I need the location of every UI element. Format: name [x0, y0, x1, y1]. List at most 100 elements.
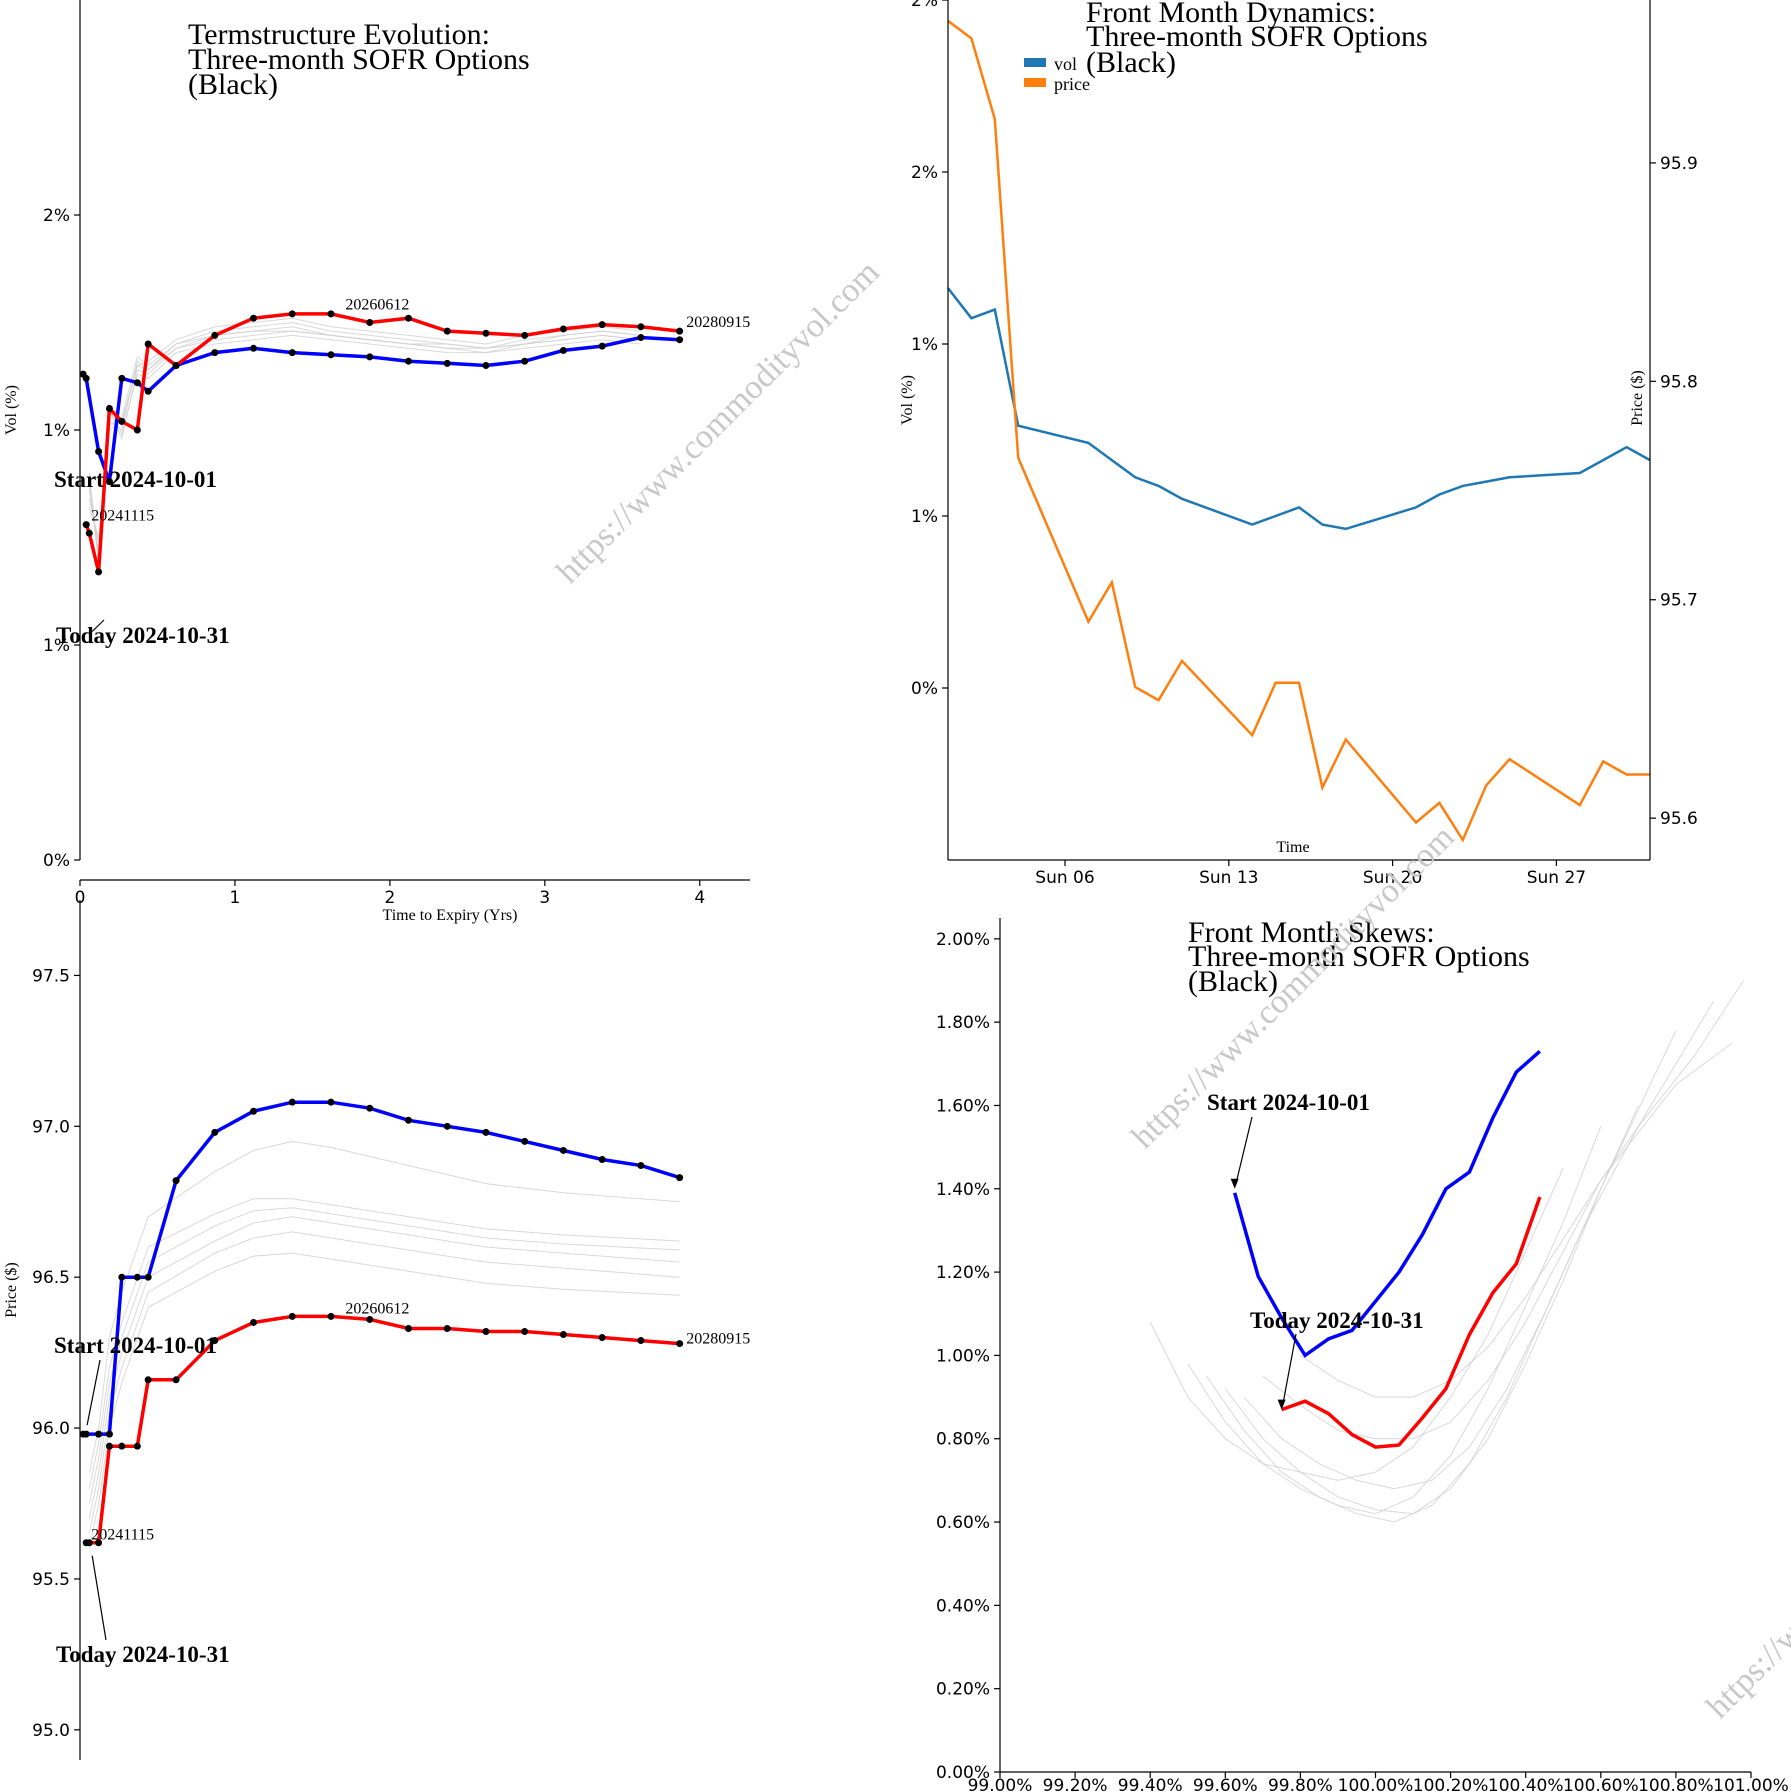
skew-title-line-1: Front Month Skews: — [1188, 916, 1435, 949]
skew-x-tick-label: 99.40% — [1118, 1776, 1183, 1792]
front-month-y-tick-label: 2% — [911, 163, 938, 183]
front-month-right-tick-label: 95.6 — [1660, 809, 1698, 829]
front-month-skews-chart: 0.00% 0.20% 0.40% 0.60% 0.80% 1.00% 1.20% 1.40%… — [936, 916, 1789, 1792]
term-price-point — [598, 1334, 606, 1342]
term-vol-point — [211, 331, 219, 339]
term-vol-point — [288, 349, 296, 357]
front-month-y-ticks-left: 0% 1% 1% 2% 2% — [911, 0, 948, 699]
skew-history-line-4 — [1243, 1001, 1714, 1490]
term-vol-point-label: 20260612 — [345, 297, 409, 314]
term-vol-point — [288, 310, 296, 318]
skew-y-tick-label: 2.00% — [936, 930, 990, 950]
term-price-point — [482, 1328, 490, 1336]
term-price-point — [598, 1156, 606, 1164]
term-price-point — [250, 1318, 258, 1326]
term-vol-point — [95, 568, 103, 576]
term-price-point-label: 20280915 — [686, 1331, 750, 1348]
term-vol-point — [443, 359, 451, 367]
term-vol-point — [676, 327, 684, 335]
term-price-point — [118, 1442, 126, 1450]
front-month-y-tick-label: 1% — [911, 335, 938, 355]
term-vol-history-line-3 — [88, 334, 641, 564]
term-vol-point — [482, 329, 490, 337]
term-vol-series — [79, 310, 684, 576]
term-price-y-tick-label: 95.5 — [32, 1570, 70, 1590]
term-vol-point — [482, 362, 490, 369]
skew-history-line-3 — [1224, 1030, 1677, 1515]
front-month-y-tick-label: 0% — [911, 679, 938, 699]
term-price-point — [443, 1122, 451, 1130]
skew-history-lines — [1149, 980, 1744, 1523]
term-price-point — [482, 1128, 490, 1136]
term-price-point — [82, 1430, 90, 1438]
term-vol-x-tick-label: 4 — [694, 888, 705, 908]
termstructure-price-chart: 95.0 95.5 96.0 96.5 97.0 97.5 Price ($) 20241… — [3, 900, 750, 1760]
term-vol-y-tick-label: 1% — [43, 636, 70, 656]
term-price-series — [79, 1098, 684, 1547]
term-vol-x-tick-label: 3 — [539, 888, 550, 908]
front-month-x-tick-label: Sun 13 — [1199, 868, 1258, 888]
skew-title-line-3: (Black) — [1188, 965, 1278, 998]
term-price-point — [676, 1340, 684, 1348]
term-vol-title-line-3: (Black) — [188, 68, 278, 101]
term-vol-y-tick-label: 1% — [43, 421, 70, 441]
term-price-point — [637, 1162, 645, 1170]
term-vol-point — [105, 405, 113, 412]
front-month-x-tick-label: Sun 06 — [1035, 868, 1094, 888]
skew-x-tick-label: 100.00% — [1338, 1776, 1414, 1792]
skew-start-arrowhead — [1230, 1178, 1239, 1189]
legend-price-label: price — [1054, 74, 1090, 94]
term-price-y-tick-label: 97.0 — [32, 1117, 70, 1137]
front-month-x-ticks: Sun 06 Sun 13 Sun 20 Sun 27 — [1035, 860, 1586, 888]
term-price-y-axis-label: Price ($) — [3, 1262, 20, 1318]
term-vol-point — [366, 353, 374, 361]
front-month-title-line-1: Front Month Dynamics: — [1086, 0, 1376, 29]
skew-x-tick-label: 100.20% — [1413, 1776, 1489, 1792]
skew-y-tick-label: 1.40% — [936, 1180, 990, 1200]
legend-price-swatch — [1024, 78, 1046, 87]
term-vol-point — [404, 314, 412, 322]
skew-y-tick-label: 1.20% — [936, 1263, 990, 1283]
term-price-history-line-4 — [88, 1252, 680, 1549]
term-vol-history-line-1 — [88, 330, 641, 560]
front-month-y-tick-label: 2% — [911, 0, 938, 11]
term-price-point — [366, 1315, 374, 1323]
term-price-point — [105, 1430, 113, 1438]
skew-x-tick-label: 99.80% — [1268, 1776, 1333, 1792]
term-vol-history-line-5 — [88, 330, 641, 555]
term-price-y-tick-label: 96.5 — [32, 1268, 70, 1288]
term-vol-x-tick-label: 1 — [230, 888, 241, 908]
front-month-y-axis-label: Vol (%) — [899, 375, 916, 425]
term-price-point — [559, 1146, 567, 1154]
term-price-today-annotation: Today 2024-10-31 — [56, 1642, 230, 1667]
skew-y-ticks: 0.00% 0.20% 0.40% 0.60% 0.80% 1.00% 1.20% 1.40%… — [936, 930, 1000, 1783]
term-price-point — [85, 1539, 93, 1547]
skew-x-tick-label: 99.60% — [1193, 1776, 1258, 1792]
watermark-text-1: https://www.commodityvol.com — [549, 254, 886, 591]
term-price-point — [521, 1328, 529, 1336]
term-vol-title-line-2: Three-month SOFR Options — [188, 43, 530, 76]
skew-start-annotation: Start 2024-10-01 — [1207, 1090, 1370, 1115]
skew-today-annotation: Today 2024-10-31 — [1250, 1308, 1424, 1333]
skew-today-arrow — [1282, 1333, 1297, 1406]
term-price-point — [211, 1128, 219, 1136]
front-month-dynamics-chart: 0% 1% 1% 2% 2% 95.6 95.7 95.8 95.9 Sun 06 Sun 13… — [899, 0, 1698, 888]
term-price-point — [404, 1324, 412, 1332]
term-price-point-label: 20241115 — [91, 1527, 154, 1544]
term-price-point — [95, 1430, 103, 1438]
term-price-start-arrow — [86, 1359, 101, 1426]
term-vol-history-line-0 — [88, 321, 641, 551]
skew-title-line-2: Three-month SOFR Options — [1188, 940, 1530, 973]
term-price-start-annotation: Start 2024-10-01 — [54, 1333, 217, 1358]
skew-start-arrow — [1235, 1116, 1253, 1185]
skew-series — [1233, 1049, 1542, 1449]
term-vol-point — [95, 448, 103, 455]
term-price-point — [443, 1324, 451, 1332]
term-vol-point — [133, 379, 141, 387]
front-month-title-line-2: Three-month SOFR Options — [1086, 20, 1428, 53]
skew-y-tick-label: 0.80% — [936, 1430, 990, 1450]
term-vol-x-tick-label: 0 — [75, 888, 86, 908]
term-vol-point — [598, 321, 606, 329]
skew-y-tick-label: 0.40% — [936, 1596, 990, 1616]
